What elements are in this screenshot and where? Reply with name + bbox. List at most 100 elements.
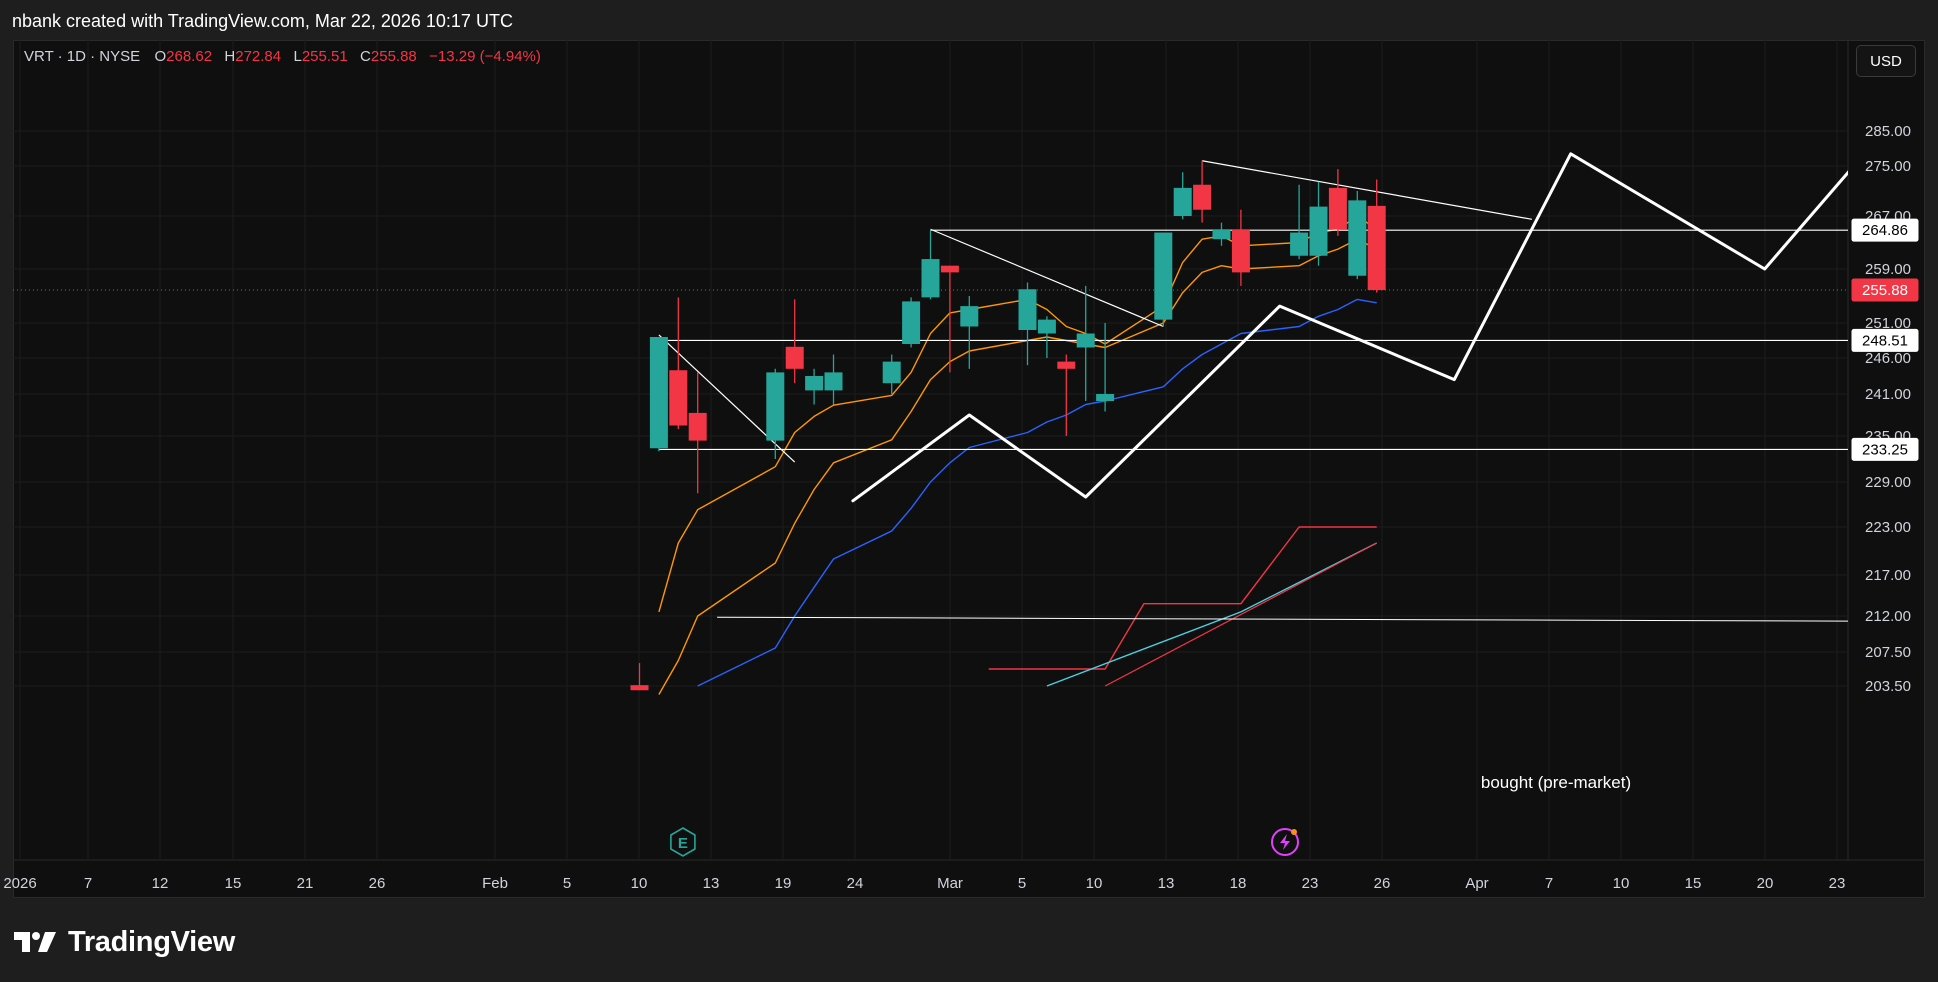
currency-button[interactable]: USD <box>1856 45 1916 77</box>
candle-body <box>1212 229 1231 240</box>
time-tick-label: 15 <box>225 875 242 892</box>
trend-line <box>1201 160 1533 220</box>
annotation-label: bought (pre-market) <box>1481 773 1631 792</box>
low-value: 255.51 <box>301 48 348 65</box>
candle-body <box>766 372 785 441</box>
candle-body <box>1018 289 1037 330</box>
candle-body <box>882 361 901 384</box>
candle-body <box>960 306 979 327</box>
candle-body <box>921 259 940 298</box>
time-tick-label: 15 <box>1685 875 1702 892</box>
symbol-info[interactable]: VRT · 1D · NYSE <box>24 48 141 65</box>
candle-body <box>1037 319 1056 334</box>
time-tick-label: 26 <box>369 875 386 892</box>
level-price-label: 264.86 <box>1862 222 1908 239</box>
time-tick-label: 21 <box>297 875 314 892</box>
plot-area <box>13 40 1925 898</box>
event-dot-icon <box>1291 829 1297 835</box>
time-tick-label: 10 <box>1086 875 1103 892</box>
level-price-label: 233.25 <box>1862 441 1908 458</box>
symbol-legend[interactable]: VRT · 1D · NYSE O268.62 H272.84 L255.51 … <box>24 48 541 65</box>
candle-body <box>688 412 707 441</box>
candle-body <box>1193 184 1212 210</box>
candle-body <box>1290 232 1309 256</box>
candle-body <box>785 346 804 369</box>
price-tick-label: 285.00 <box>1865 123 1911 140</box>
time-tick-label: 10 <box>1613 875 1630 892</box>
plot-contents <box>13 152 1848 695</box>
candle-body <box>1096 394 1115 401</box>
price-tick-label: 259.00 <box>1865 261 1911 278</box>
candle-body <box>630 685 649 691</box>
candle-body <box>1173 187 1192 216</box>
price-tick-label: 246.00 <box>1865 350 1911 367</box>
moving-average-line <box>658 238 1378 695</box>
time-tick-label: 5 <box>563 875 571 892</box>
close-label: C <box>360 48 371 65</box>
price-tick-label: 223.00 <box>1865 519 1911 536</box>
level-price-badge <box>1851 437 1919 461</box>
candle-body <box>1154 232 1173 320</box>
price-tick-label: 229.00 <box>1865 474 1911 491</box>
last-price-label: 255.88 <box>1862 282 1908 299</box>
level-price-badge <box>1851 328 1919 352</box>
open-value: 268.62 <box>166 48 213 65</box>
candle-body <box>649 337 668 449</box>
change-value: −13.29 (−4.94%) <box>429 48 541 65</box>
time-tick-label: 26 <box>1374 875 1391 892</box>
trend-line <box>930 228 1164 328</box>
candle-body <box>1348 200 1367 276</box>
candle-body <box>902 301 921 344</box>
level-price-badge <box>1851 218 1919 242</box>
chart-attribution: nbank created with TradingView.com, Mar … <box>12 11 513 31</box>
indicator-red-line <box>1104 542 1377 687</box>
price-tick-label: 207.50 <box>1865 644 1911 661</box>
candle-body <box>1076 333 1095 348</box>
tradingview-logo-icon <box>14 932 56 952</box>
candle-body <box>669 370 688 426</box>
annotation-line <box>717 616 1848 622</box>
time-tick-label: 7 <box>1545 875 1553 892</box>
time-tick-label: 12 <box>152 875 169 892</box>
time-tick-label: 2026 <box>3 875 36 892</box>
time-tick-label: 7 <box>84 875 92 892</box>
high-label: H <box>224 48 236 65</box>
time-tick-label: 20 <box>1757 875 1774 892</box>
time-tick-label: 18 <box>1230 875 1247 892</box>
footer-brand[interactable]: TradingView <box>14 922 235 962</box>
brand-name: TradingView <box>68 925 235 958</box>
candles <box>630 160 1386 691</box>
earnings-event-icon <box>670 827 696 857</box>
level-price-label: 248.51 <box>1862 332 1908 349</box>
lightning-icon <box>1280 834 1290 850</box>
low-label: L <box>293 48 302 65</box>
price-tick-label: 275.00 <box>1865 158 1911 175</box>
grid-lines <box>13 40 1848 860</box>
candle-body <box>1328 187 1347 230</box>
open-label: O <box>154 48 167 65</box>
time-tick-label: 24 <box>847 875 864 892</box>
time-tick-label: 19 <box>775 875 792 892</box>
indicator-step-line <box>988 526 1377 670</box>
candle-body <box>805 376 824 391</box>
trend-line <box>658 334 796 463</box>
candle-body <box>1367 205 1386 291</box>
price-tick-label: 203.50 <box>1865 678 1911 695</box>
indicator-cyan-line <box>1046 542 1378 687</box>
chart-panel[interactable] <box>13 40 1925 898</box>
close-value: 255.88 <box>370 48 417 65</box>
last-price-badge <box>1851 278 1919 302</box>
price-tick-label: 212.00 <box>1865 608 1911 625</box>
time-tick-label: Apr <box>1465 875 1488 892</box>
price-tick-label: 251.00 <box>1865 315 1911 332</box>
price-tick-label: 217.00 <box>1865 567 1911 584</box>
candle-body <box>1231 229 1250 273</box>
high-value: 272.84 <box>235 48 282 65</box>
earnings-event-label: E <box>678 835 688 852</box>
candle-body <box>824 372 843 391</box>
plot-frame <box>13 40 1925 898</box>
time-tick-label: 5 <box>1018 875 1026 892</box>
time-tick-label: Mar <box>937 875 963 892</box>
time-tick-label: 10 <box>631 875 648 892</box>
